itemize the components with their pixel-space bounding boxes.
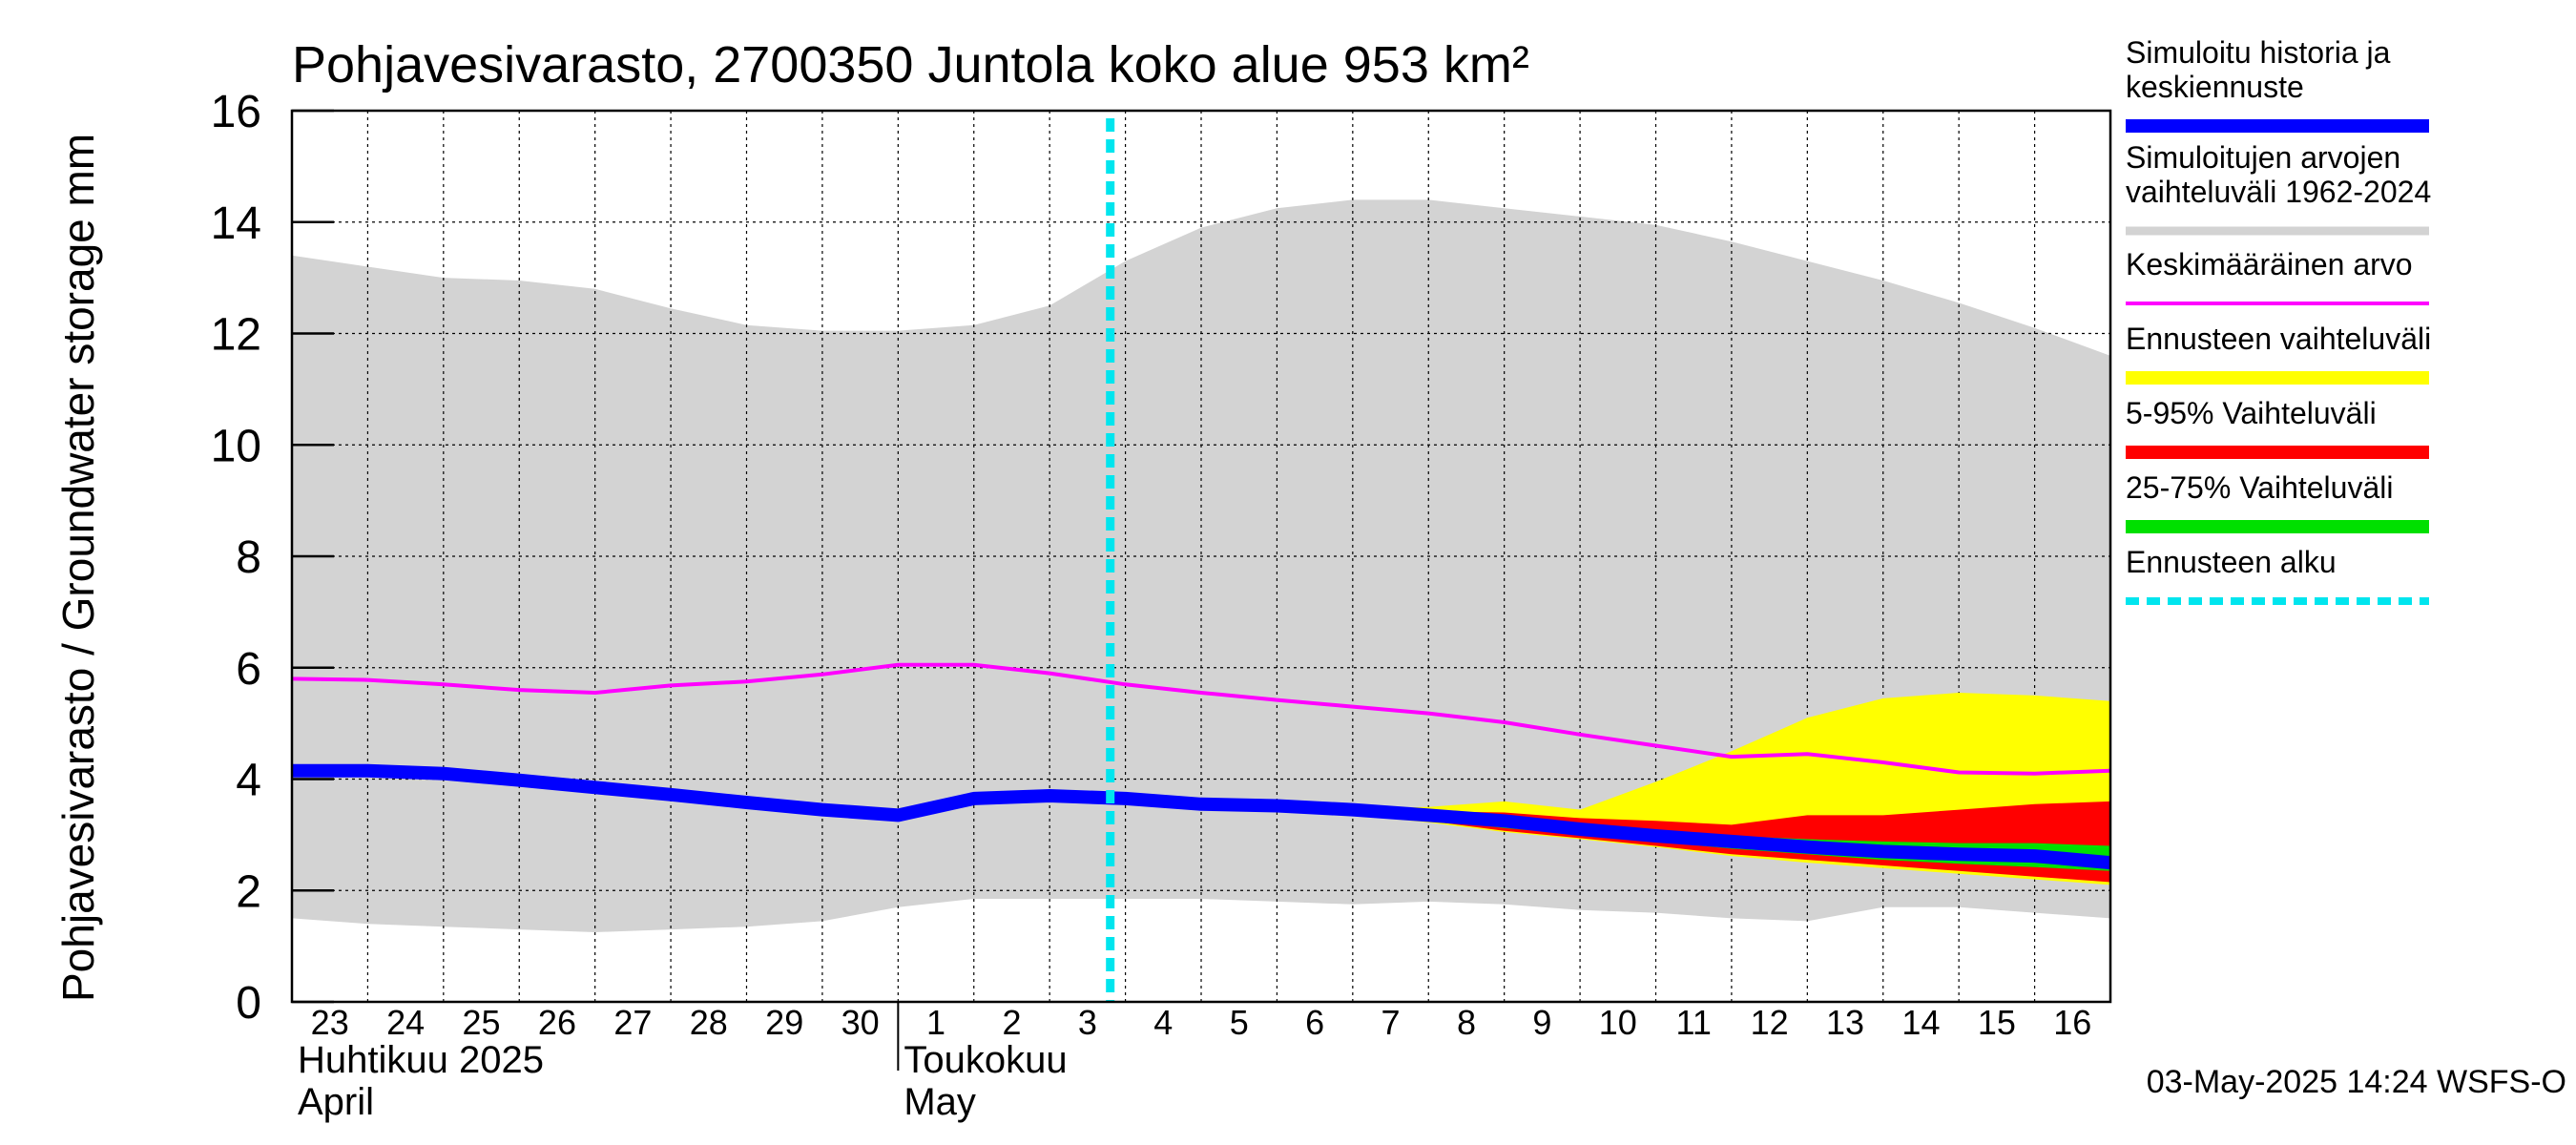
month-label-fi: Toukokuu — [904, 1039, 1067, 1081]
y-tick-label: 6 — [236, 644, 261, 695]
legend-label: 25-75% Vaihteluväli — [2126, 470, 2393, 505]
x-tick-label: 8 — [1457, 1003, 1476, 1042]
x-tick-label: 12 — [1751, 1003, 1789, 1042]
legend-label: Ennusteen vaihteluväli — [2126, 322, 2431, 356]
x-tick-label: 27 — [613, 1003, 652, 1042]
footer-timestamp: 03-May-2025 14:24 WSFS-O — [2147, 1064, 2566, 1100]
x-tick-label: 5 — [1230, 1003, 1249, 1042]
month-label-en: May — [904, 1081, 976, 1123]
y-axis-label: Pohjavesivarasto / Groundwater storage m… — [53, 134, 103, 1002]
month-label-en: April — [298, 1081, 374, 1123]
x-tick-label: 4 — [1153, 1003, 1173, 1042]
legend-label: Simuloitu historia ja keskiennuste — [2126, 35, 2391, 104]
y-tick-label: 2 — [236, 866, 261, 917]
y-tick-label: 8 — [236, 532, 261, 583]
x-tick-label: 25 — [463, 1003, 501, 1042]
x-tick-label: 13 — [1826, 1003, 1864, 1042]
legend-label: Keskimääräinen arvo — [2126, 247, 2413, 281]
grid — [292, 111, 2110, 1002]
y-tick-label: 0 — [236, 978, 261, 1029]
y-tick-label: 12 — [211, 310, 261, 361]
x-tick-label: 1 — [926, 1003, 945, 1042]
x-tick-label: 15 — [1978, 1003, 2016, 1042]
x-tick-label: 11 — [1676, 1003, 1712, 1042]
x-tick-label: 7 — [1381, 1003, 1401, 1042]
mean-line — [292, 662, 2110, 776]
y-tick-label: 14 — [211, 198, 261, 249]
x-tick-label: 6 — [1305, 1003, 1324, 1042]
x-tick-label: 23 — [311, 1003, 349, 1042]
x-tick-label: 28 — [690, 1003, 728, 1042]
plot-series — [292, 111, 2110, 1002]
median-forecast-line — [292, 763, 2110, 870]
chart-title: Pohjavesivarasto, 2700350 Juntola koko a… — [292, 36, 1529, 94]
legend-label: Ennusteen alku — [2126, 545, 2337, 579]
x-tick-label: 9 — [1532, 1003, 1551, 1042]
y-tick-label: 10 — [211, 421, 261, 471]
legend-label: Simuloitujen arvojen vaihteluväli 1962-20… — [2126, 140, 2431, 209]
x-tick-label: 30 — [841, 1003, 880, 1042]
month-label-fi: Huhtikuu 2025 — [298, 1039, 544, 1081]
x-tick-label: 16 — [2053, 1003, 2091, 1042]
legend: Simuloitu historia ja keskiennuste Simuloi… — [2126, 35, 2431, 605]
x-tick-label: 26 — [538, 1003, 576, 1042]
y-tick-label: 16 — [211, 87, 261, 137]
x-tick-label: 24 — [386, 1003, 425, 1042]
x-tick-label: 29 — [765, 1003, 803, 1042]
x-tick-label: 10 — [1599, 1003, 1637, 1042]
y-tick-label: 4 — [236, 756, 261, 806]
x-tick-label: 2 — [1002, 1003, 1021, 1042]
x-tick-label: 3 — [1078, 1003, 1097, 1042]
x-tick-label: 14 — [1901, 1003, 1940, 1042]
legend-label: 5-95% Vaihteluväli — [2126, 396, 2377, 430]
